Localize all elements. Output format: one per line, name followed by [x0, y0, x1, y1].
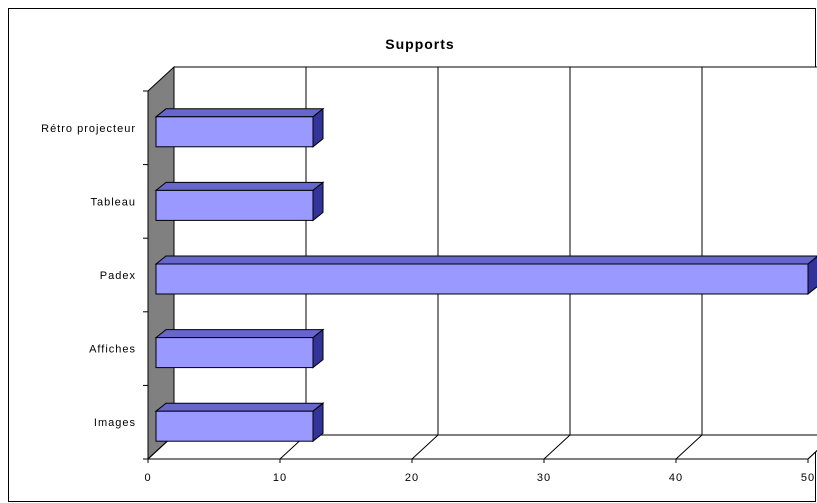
category-label: Rétro projecteur [41, 123, 136, 135]
bar-padex [155, 263, 809, 295]
chart-title: Supports [385, 36, 454, 52]
bar-top [154, 329, 325, 339]
category-label: Affiches [89, 344, 136, 356]
bar-top [154, 402, 325, 412]
bar-affiches [155, 337, 314, 369]
x-tick-label: 10 [273, 472, 287, 484]
bar-tableau [155, 189, 314, 221]
category-label: Tableau [90, 196, 136, 208]
bar-r-tro-projecteur [155, 116, 314, 148]
back-wall [174, 67, 817, 435]
category-label: Images [94, 417, 136, 429]
floor-gridline [807, 450, 817, 460]
category-label: Padex [100, 270, 136, 282]
floor-gridline [543, 434, 571, 460]
floor-gridline [411, 434, 439, 460]
x-tick-label: 30 [537, 472, 551, 484]
x-tick-label: 50 [801, 472, 815, 484]
x-tick-label: 40 [669, 472, 683, 484]
bar-top [154, 181, 325, 191]
x-tick-label: 0 [144, 472, 151, 484]
floor-gridline [675, 434, 703, 460]
x-tick-label: 20 [405, 472, 419, 484]
bar-top [154, 108, 325, 118]
bar-top [154, 255, 817, 265]
bar-images [155, 410, 314, 442]
